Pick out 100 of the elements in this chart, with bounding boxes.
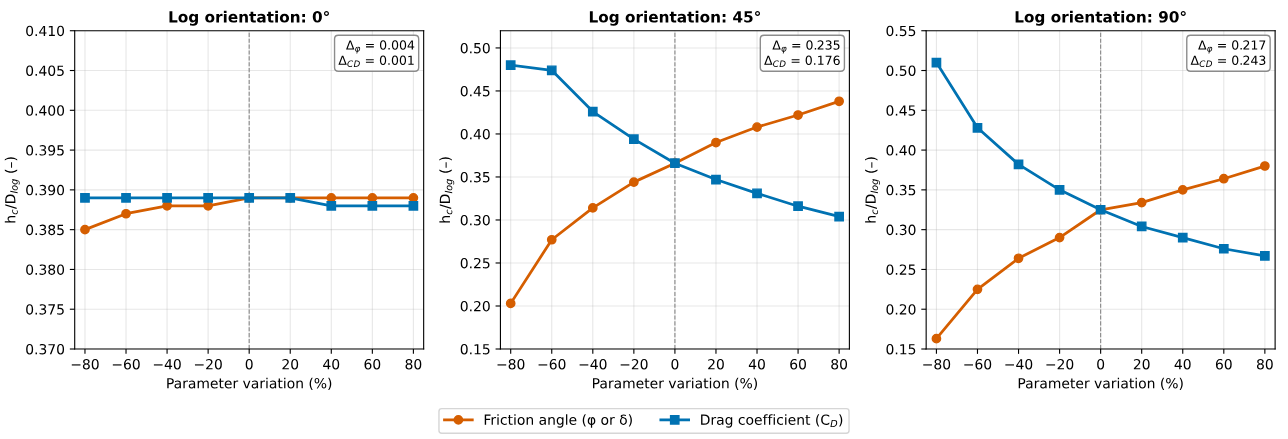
x-tick-label: −80 <box>923 358 951 370</box>
x-tick-label: 80 <box>1256 358 1273 370</box>
x-axis-title: Parameter variation (%) <box>593 377 757 391</box>
point <box>1218 243 1229 254</box>
x-tick-label: 40 <box>1174 358 1191 370</box>
annotation: Δ$_{φ}$ = 0.235 <box>772 40 840 54</box>
point <box>121 208 131 219</box>
x-tick-label: 20 <box>282 358 299 370</box>
x-tick-label: 40 <box>748 358 765 370</box>
x-tick-label: −80 <box>71 358 99 370</box>
legend-label: Friction angle (φ or δ) <box>484 414 632 428</box>
x-axis-title: Parameter variation (%) <box>167 377 332 391</box>
point <box>752 188 762 199</box>
point <box>367 200 378 211</box>
point <box>121 192 131 203</box>
y-tick-label: 0.35 <box>460 171 490 183</box>
point <box>711 137 721 148</box>
y-tick-label: 0.380 <box>26 264 65 275</box>
point <box>408 200 419 211</box>
y-axis-title: h$_{c}$/D$_{log}$ (–) <box>865 157 880 223</box>
point <box>1177 185 1188 195</box>
point <box>834 211 844 222</box>
y-tick-label: 0.50 <box>460 42 490 54</box>
y-tick-label: 0.25 <box>886 264 916 275</box>
chart-title: Log orientation: 90° <box>1015 10 1186 26</box>
x-tick-label: 20 <box>1133 358 1150 370</box>
y-tick-label: 0.55 <box>886 25 916 37</box>
y-tick-label: 0.405 <box>26 65 64 76</box>
point <box>793 201 803 212</box>
x-tick-label: 0 <box>1097 358 1105 370</box>
point <box>931 333 942 344</box>
annotation: Δ$_{φ}$ = 0.217 <box>1198 40 1266 54</box>
x-tick-label: 0 <box>245 358 253 370</box>
point <box>1136 221 1147 232</box>
y-tick-label: 0.385 <box>26 224 64 236</box>
point <box>1136 197 1147 208</box>
point <box>1013 253 1024 264</box>
chart-title: Log orientation: 0° <box>169 10 329 26</box>
point <box>1054 232 1065 243</box>
point <box>505 60 516 70</box>
y-tick-label: 0.40 <box>886 145 916 156</box>
x-tick-label: −20 <box>194 358 222 370</box>
legend-label: Drag coefficient (C$_{D}$) <box>701 414 843 428</box>
y-tick-label: 0.370 <box>26 343 65 355</box>
y-tick-label: 0.15 <box>460 343 490 355</box>
point <box>628 177 639 187</box>
point <box>546 65 557 76</box>
y-tick-label: 0.20 <box>460 300 490 312</box>
point <box>834 96 844 107</box>
point <box>326 200 337 211</box>
x-tick-label: 20 <box>708 358 724 370</box>
x-tick-label: −40 <box>579 358 607 370</box>
x-tick-label: 0 <box>671 358 679 370</box>
point <box>587 106 598 117</box>
point <box>162 192 172 203</box>
annotation: Δ$_{CD}$ = 0.243 <box>1190 55 1266 67</box>
point <box>752 122 762 132</box>
y-tick-label: 0.40 <box>460 128 490 140</box>
y-tick-label: 0.390 <box>26 184 65 196</box>
point <box>972 122 983 133</box>
point <box>793 110 803 120</box>
y-tick-label: 0.395 <box>26 145 64 156</box>
y-tick-label: 0.30 <box>460 214 490 226</box>
x-tick-label: −80 <box>497 358 525 370</box>
annotation: Δ$_{φ}$ = 0.004 <box>346 40 415 54</box>
point <box>972 284 983 295</box>
y-tick-label: 0.45 <box>460 85 490 97</box>
x-tick-label: 60 <box>364 358 381 370</box>
point <box>1259 161 1270 171</box>
point <box>1218 173 1229 184</box>
point <box>587 203 598 213</box>
point <box>505 298 516 309</box>
x-tick-label: 40 <box>323 358 340 370</box>
y-tick-label: 0.25 <box>460 257 490 269</box>
point <box>711 174 721 185</box>
y-axis-title: h$_{c}$/D$_{log}$ (–) <box>439 157 455 223</box>
point <box>80 224 90 235</box>
y-tick-label: 0.375 <box>26 304 64 315</box>
x-tick-label: −60 <box>964 358 992 370</box>
point <box>628 134 639 144</box>
chart-title: Log orientation: 45° <box>589 10 760 26</box>
point <box>80 192 90 203</box>
x-axis-title: Parameter variation (%) <box>1018 377 1183 391</box>
y-axis-title: h$_{c}$/D$_{log}$ (–) <box>4 157 20 223</box>
x-tick-label: 80 <box>405 358 422 370</box>
x-tick-label: 60 <box>1215 358 1232 370</box>
x-tick-label: −20 <box>1046 358 1074 370</box>
point <box>1054 185 1065 195</box>
y-tick-label: 0.15 <box>886 343 916 355</box>
x-tick-label: −40 <box>153 358 181 370</box>
y-tick-label: 0.410 <box>26 25 65 37</box>
x-tick-label: −60 <box>538 358 566 370</box>
y-tick-label: 0.50 <box>886 65 916 76</box>
y-tick-label: 0.20 <box>886 304 916 315</box>
y-tick-label: 0.400 <box>26 105 65 116</box>
x-tick-label: 60 <box>790 358 806 370</box>
point <box>203 192 213 203</box>
y-tick-label: 0.30 <box>886 224 916 236</box>
y-tick-label: 0.35 <box>886 184 916 196</box>
x-tick-label: 80 <box>831 358 848 370</box>
